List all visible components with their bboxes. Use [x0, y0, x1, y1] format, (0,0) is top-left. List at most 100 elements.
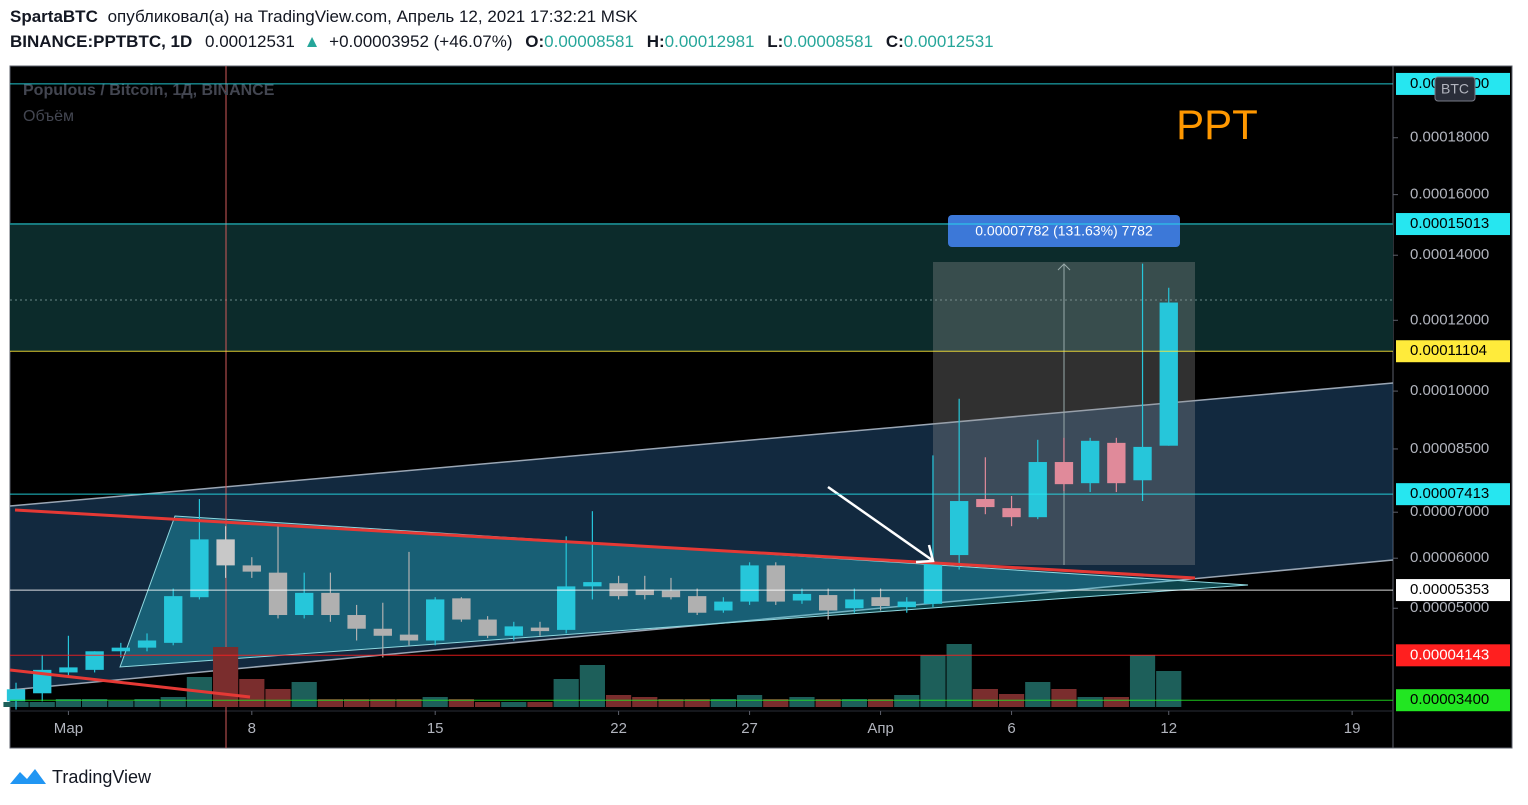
- x-tick-label: 6: [1007, 720, 1015, 737]
- volume-bar: [632, 697, 658, 707]
- volume-bar: [920, 655, 946, 707]
- ohlc-label: O:: [525, 32, 544, 51]
- logo: [10, 769, 46, 784]
- candle-body: [635, 589, 654, 596]
- candle-body: [295, 592, 314, 616]
- candle-body: [137, 640, 157, 648]
- candle-body: [59, 667, 78, 673]
- volume-bar: [527, 702, 553, 707]
- x-tick-label: 27: [741, 720, 758, 737]
- candles: [3, 263, 1182, 710]
- volume-bar: [867, 699, 894, 707]
- candle-body: [923, 562, 943, 604]
- volume-bar: [972, 689, 998, 707]
- symbol: BINANCE:PPTBTC, 1D: [10, 32, 192, 51]
- candle-body: [478, 619, 497, 636]
- volume-bar: [55, 699, 82, 707]
- currency: BTC: [1441, 81, 1469, 97]
- published: опубликовал(а) на TradingView.com, Апрел…: [108, 7, 639, 26]
- price-label: 0.00015013: [1410, 215, 1489, 232]
- candle-body: [1159, 302, 1178, 446]
- candle-body: [399, 634, 419, 641]
- price-label-box: [1396, 644, 1510, 667]
- volume-bar: [894, 695, 920, 707]
- volume-bar: [605, 695, 632, 707]
- candle-body: [871, 597, 890, 607]
- candle-body: [242, 565, 261, 572]
- arrow: [827, 485, 933, 562]
- symbol-line: BINANCE:PPTBTC, 1D 0.00012531 ▲ +0.00003…: [10, 32, 994, 51]
- candle-body: [1028, 462, 1047, 518]
- candle-body: [111, 647, 130, 652]
- volume-bar: [29, 702, 55, 707]
- channel: [10, 383, 1393, 690]
- y-tick-label: 0.00006000: [1410, 549, 1489, 566]
- volume-bar: [422, 697, 448, 707]
- ohlc-value: 0.00008581: [544, 32, 634, 51]
- volume-bar: [553, 679, 579, 707]
- volume-bar: [946, 644, 972, 707]
- price-label-box: [1396, 213, 1510, 236]
- candle-body: [1054, 462, 1074, 485]
- volume-bar: [789, 697, 815, 707]
- volume-bar: [1051, 689, 1077, 707]
- candle-body: [1107, 442, 1126, 484]
- volume-bar: [501, 702, 527, 707]
- x-tick-label: 19: [1344, 720, 1361, 737]
- volume-bar: [1156, 671, 1182, 707]
- y-tick-label: 0.00012000: [1410, 311, 1489, 328]
- candle-body: [740, 565, 759, 602]
- measure-label: 0.00007782 (131.63%) 7782: [975, 223, 1153, 239]
- y-tick-label: 0.00016000: [1410, 186, 1489, 203]
- candle-body: [426, 599, 445, 641]
- volume-bar: [108, 701, 134, 707]
- x-tick-label: 22: [610, 720, 627, 737]
- volume-bar: [213, 647, 239, 707]
- trendline: [9, 668, 251, 699]
- ohlc-label: H:: [647, 32, 665, 51]
- price-label: 0.00005353: [1410, 581, 1489, 598]
- annotation: PPT: [1176, 101, 1258, 148]
- price-label-box: [1396, 340, 1510, 363]
- volume-bar: [344, 699, 370, 707]
- candle-body: [792, 593, 812, 601]
- candle-body: [897, 601, 916, 608]
- volume-bar: [841, 699, 867, 707]
- candle-body: [373, 628, 392, 636]
- candle-body: [818, 595, 838, 611]
- candle-body: [164, 596, 183, 643]
- volume-bar: [370, 699, 396, 707]
- arrowhead: [915, 544, 935, 564]
- price-label-box: [1396, 483, 1510, 506]
- measure-arrowhead: [1057, 263, 1071, 271]
- brand: TradingView: [52, 767, 152, 787]
- candle-body: [1133, 446, 1152, 481]
- ohlc-value: 0.00012981: [665, 32, 755, 51]
- volume-bar: [265, 689, 291, 707]
- volume-bar: [736, 695, 763, 707]
- volume-bar: [291, 682, 317, 707]
- x-tick-label: 15: [427, 720, 444, 737]
- price-label: 0.00004143: [1410, 646, 1489, 663]
- last-price: 0.00012531: [205, 32, 295, 51]
- candle-body: [714, 601, 733, 611]
- author: SpartaBTC: [10, 7, 98, 26]
- candle-body: [766, 565, 785, 602]
- publish-line: SpartaBTC опубликовал(а) на TradingView.…: [10, 7, 638, 26]
- volume-bar: [1103, 697, 1129, 707]
- x-tick-label: 12: [1160, 720, 1177, 737]
- ohlc-value: 0.00008581: [783, 32, 873, 51]
- candle-body: [688, 596, 707, 613]
- ohlc-value: 0.00012531: [904, 32, 994, 51]
- direction: ▲: [304, 32, 321, 51]
- candle-body: [504, 626, 523, 636]
- candle-body: [33, 669, 52, 694]
- candle-body: [452, 598, 471, 620]
- candle-body: [1080, 440, 1100, 484]
- volume-bar: [239, 679, 265, 707]
- candle-body: [6, 689, 26, 702]
- volume-bar: [396, 699, 422, 707]
- measure-label-box: [948, 215, 1180, 247]
